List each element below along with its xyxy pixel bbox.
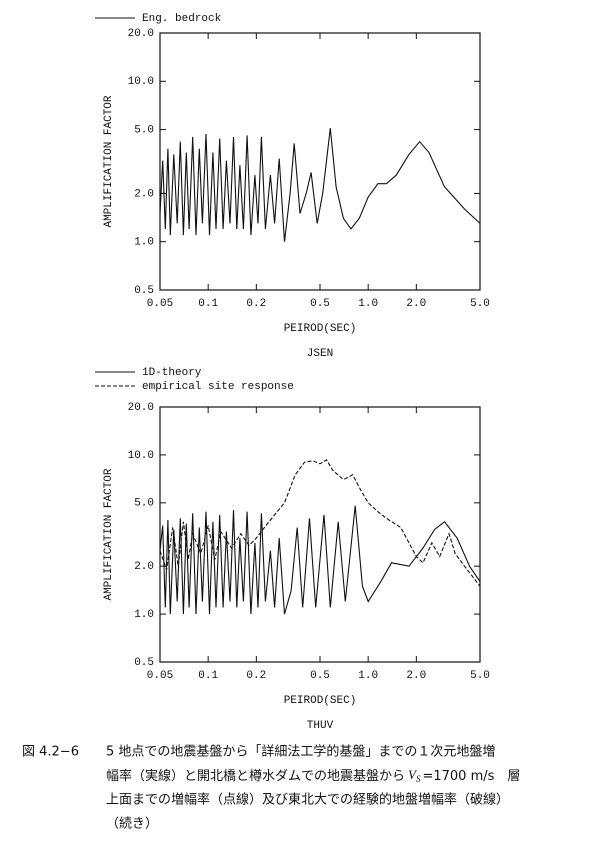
x-tick-label: 0.05 xyxy=(147,670,173,682)
x-tick-label: 0.2 xyxy=(246,298,266,310)
x-tick-label: 0.2 xyxy=(246,670,266,682)
legend-label: empirical site response xyxy=(142,381,294,393)
x-tick-label: 2.0 xyxy=(406,298,426,310)
x-tick-label: 0.5 xyxy=(310,298,330,310)
caption-text: =1700 m/s 層 xyxy=(422,769,520,784)
caption-label: 図 4.2−6 xyxy=(22,745,79,760)
x-tick-label: 0.1 xyxy=(198,670,218,682)
y-tick-label: 1.0 xyxy=(134,609,154,621)
y-tick-label: 2.0 xyxy=(134,561,154,573)
caption-line: 幅率（実線）と開北橋と樽水ダムでの地震基盤から VS =1700 m/s 層 xyxy=(106,767,520,784)
y-tick-label: 2.0 xyxy=(134,188,154,200)
legend-label: Eng. bedrock xyxy=(142,13,222,25)
x-tick-label: 1.0 xyxy=(358,670,378,682)
caption-line: （続き） xyxy=(106,817,158,832)
x-tick-label: 0.05 xyxy=(147,298,173,310)
plot-frame xyxy=(159,32,481,291)
y-tick-label: 0.5 xyxy=(134,285,154,297)
caption-subscript: S xyxy=(416,774,421,784)
caption-line: 5 地点での地震基盤から「詳細法工学的基盤」までの１次元地盤増 xyxy=(106,744,495,760)
series-line xyxy=(159,128,481,242)
x-tick-label: 1.0 xyxy=(358,298,378,310)
x-tick-label: 5.0 xyxy=(470,670,490,682)
y-tick-label: 5.0 xyxy=(134,124,154,136)
y-tick-label: 10.0 xyxy=(128,450,154,462)
caption-text: 幅率（実線）と開北橋と樽水ダムでの地震基盤から xyxy=(106,768,405,784)
chart-title: JSEN xyxy=(307,348,333,360)
caption-line: 上面までの増幅率（点線）及び東北大での経験的地盤増幅率（破線） xyxy=(106,792,509,808)
x-tick-label: 0.5 xyxy=(310,670,330,682)
x-tick-label: 0.1 xyxy=(198,298,218,310)
x-axis-label: PEIROD(SEC) xyxy=(284,323,357,335)
series-line xyxy=(159,505,481,615)
x-axis-label: PEIROD(SEC) xyxy=(284,695,357,707)
x-tick-label: 5.0 xyxy=(470,298,490,310)
chart-title: THUV xyxy=(307,720,334,732)
legend-label: 1D-theory xyxy=(142,367,202,379)
y-tick-label: 5.0 xyxy=(134,498,154,510)
y-tick-label: 0.5 xyxy=(134,657,154,669)
series-line xyxy=(159,459,481,587)
y-tick-label: 1.0 xyxy=(134,237,154,249)
x-tick-label: 2.0 xyxy=(406,670,426,682)
y-axis-label: AMPLIFICATION FACTOR xyxy=(103,95,115,227)
y-tick-label: 10.0 xyxy=(128,76,154,88)
caption-symbol: V xyxy=(408,767,418,782)
y-axis-label: AMPLIFICATION FACTOR xyxy=(103,468,115,600)
y-tick-label: 20.0 xyxy=(128,28,154,40)
y-tick-label: 20.0 xyxy=(128,402,154,414)
